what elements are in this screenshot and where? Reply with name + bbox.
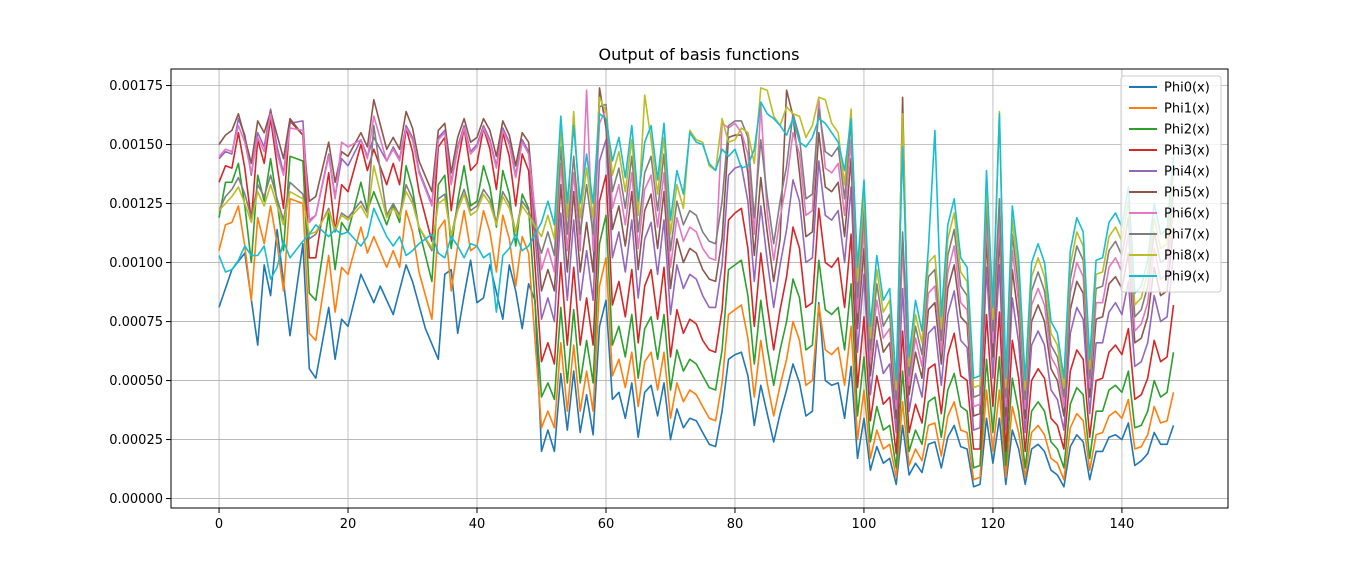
legend-label-0: Phi0(x) [1164, 81, 1210, 96]
legend-label-1: Phi1(x) [1164, 102, 1210, 117]
x-tick-label: 100 [852, 517, 877, 532]
x-tick-label: 80 [727, 517, 744, 532]
series-line-3 [218, 117, 1175, 455]
legend-label-9: Phi9(x) [1164, 270, 1210, 285]
legend-label-4: Phi4(x) [1164, 165, 1210, 180]
chart-title: Output of basis functions [598, 45, 799, 64]
y-tick-label: 0.00125 [109, 197, 163, 212]
legend-label-6: Phi6(x) [1164, 207, 1210, 222]
x-tick-label: 140 [1109, 517, 1134, 532]
legend-label-7: Phi7(x) [1164, 228, 1210, 243]
axes: 0 20 40 60 80 100 120 140 0.00000 0.00025 0.00050 0… [109, 68, 1229, 532]
y-tick-label: 0.00175 [109, 79, 163, 94]
y-tick-label: 0.00050 [109, 374, 163, 389]
series-lines [218, 87, 1175, 488]
series-line-2 [218, 155, 1175, 469]
y-tick-label: 0.00025 [109, 433, 163, 448]
y-tick-label: 0.00100 [109, 256, 163, 271]
legend-label-3: Phi3(x) [1164, 144, 1210, 159]
plot-frame [170, 68, 1229, 509]
series-line-1 [218, 198, 1175, 481]
x-tick-label: 20 [340, 517, 357, 532]
x-tick-label: 40 [469, 517, 486, 532]
legend: Phi0(x) Phi1(x) Phi2(x) Phi3(x) Phi4(x) Phi5(… [1120, 75, 1222, 293]
series-line-4 [218, 108, 1175, 434]
series-line-0 [218, 228, 1175, 488]
y-tick-label: 0.00075 [109, 315, 163, 330]
legend-label-8: Phi8(x) [1164, 249, 1210, 264]
series-line-9 [218, 101, 1175, 382]
legend-label-2: Phi2(x) [1164, 123, 1210, 138]
series-line-5 [218, 87, 1175, 420]
legend-label-5: Phi5(x) [1164, 186, 1210, 201]
y-tick-label: 0.00150 [109, 138, 163, 153]
y-tick-label: 0.00000 [109, 492, 163, 507]
x-tick-label: 60 [598, 517, 615, 532]
x-tick-label: 0 [215, 517, 223, 532]
x-tick-label: 120 [981, 517, 1006, 532]
